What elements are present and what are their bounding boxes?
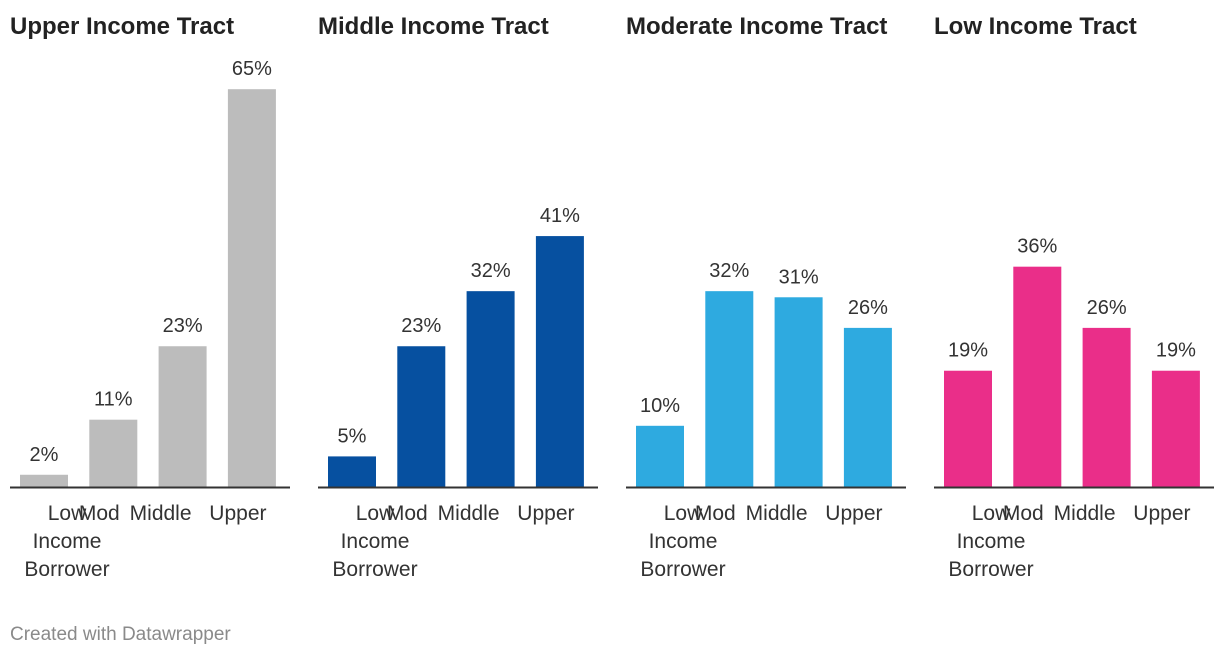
bar xyxy=(397,346,446,487)
category-label: Upper xyxy=(825,502,882,525)
value-label: 2% xyxy=(30,444,59,466)
bar xyxy=(774,297,823,487)
value-label: 19% xyxy=(1156,340,1196,362)
value-label: 32% xyxy=(709,260,749,282)
value-label: 26% xyxy=(848,297,888,319)
category-label: Mod xyxy=(1003,502,1044,525)
category-label: Mod xyxy=(387,502,428,525)
category-label: Borrower xyxy=(332,558,417,581)
category-label: Low xyxy=(972,502,1011,525)
bar xyxy=(636,425,684,487)
chart-title: Low Income Tract xyxy=(934,13,1137,40)
bar xyxy=(158,346,207,487)
category-label: Middle xyxy=(438,502,500,525)
bar xyxy=(535,236,584,487)
value-label: 10% xyxy=(640,395,680,417)
category-label: Low xyxy=(48,502,87,525)
bar xyxy=(944,370,992,487)
value-label: 26% xyxy=(1087,297,1127,319)
value-label: 41% xyxy=(540,205,580,227)
category-label: Income xyxy=(649,530,718,553)
bar xyxy=(1151,370,1200,487)
category-label: Borrower xyxy=(948,558,1033,581)
value-label: 5% xyxy=(338,425,367,447)
bar xyxy=(466,291,515,487)
value-label: 36% xyxy=(1017,236,1057,258)
value-label: 23% xyxy=(163,315,203,337)
category-label: Income xyxy=(33,530,102,553)
category-label: Mod xyxy=(79,502,120,525)
bar xyxy=(843,327,892,487)
category-label: Income xyxy=(957,530,1026,553)
category-label: Mod xyxy=(695,502,736,525)
bar xyxy=(1013,266,1062,487)
value-label: 11% xyxy=(94,389,133,411)
bar xyxy=(89,419,138,487)
category-label: Middle xyxy=(130,502,192,525)
category-label: Low xyxy=(356,502,395,525)
category-label: Borrower xyxy=(640,558,725,581)
category-label: Income xyxy=(341,530,410,553)
chart-panel: Middle Income Tract 5% Low Income Borrower 23… xyxy=(318,13,598,581)
bar xyxy=(20,474,68,487)
value-label: 31% xyxy=(779,266,819,288)
chart-title: Moderate Income Tract xyxy=(626,13,887,40)
category-label: Upper xyxy=(209,502,266,525)
chart-panel: Moderate Income Tract 10% Low Income Borrowe… xyxy=(626,13,906,581)
category-label: Low xyxy=(664,502,703,525)
chart-title: Upper Income Tract xyxy=(10,13,234,40)
category-label: Middle xyxy=(746,502,808,525)
chart-panel: Low Income Tract 19% Low Income Borrower 36% M… xyxy=(934,13,1214,581)
value-label: 23% xyxy=(401,315,441,337)
bar xyxy=(328,456,376,487)
category-label: Middle xyxy=(1054,502,1116,525)
datawrapper-credit: Created with Datawrapper xyxy=(10,624,231,645)
bar xyxy=(705,291,754,487)
value-label: 32% xyxy=(471,260,511,282)
bar xyxy=(1082,327,1131,487)
bar xyxy=(227,89,276,487)
category-label: Borrower xyxy=(24,558,109,581)
category-label: Upper xyxy=(1133,502,1190,525)
value-label: 19% xyxy=(948,340,988,362)
chart-panel: Upper Income Tract 2% Low Income Borrower 11%… xyxy=(10,13,290,581)
small-multiples-bar-charts: Upper Income Tract 2% Low Income Borrower 11%… xyxy=(10,13,1214,581)
category-label: Upper xyxy=(517,502,574,525)
chart-title: Middle Income Tract xyxy=(318,13,549,40)
value-label: 65% xyxy=(232,58,272,80)
